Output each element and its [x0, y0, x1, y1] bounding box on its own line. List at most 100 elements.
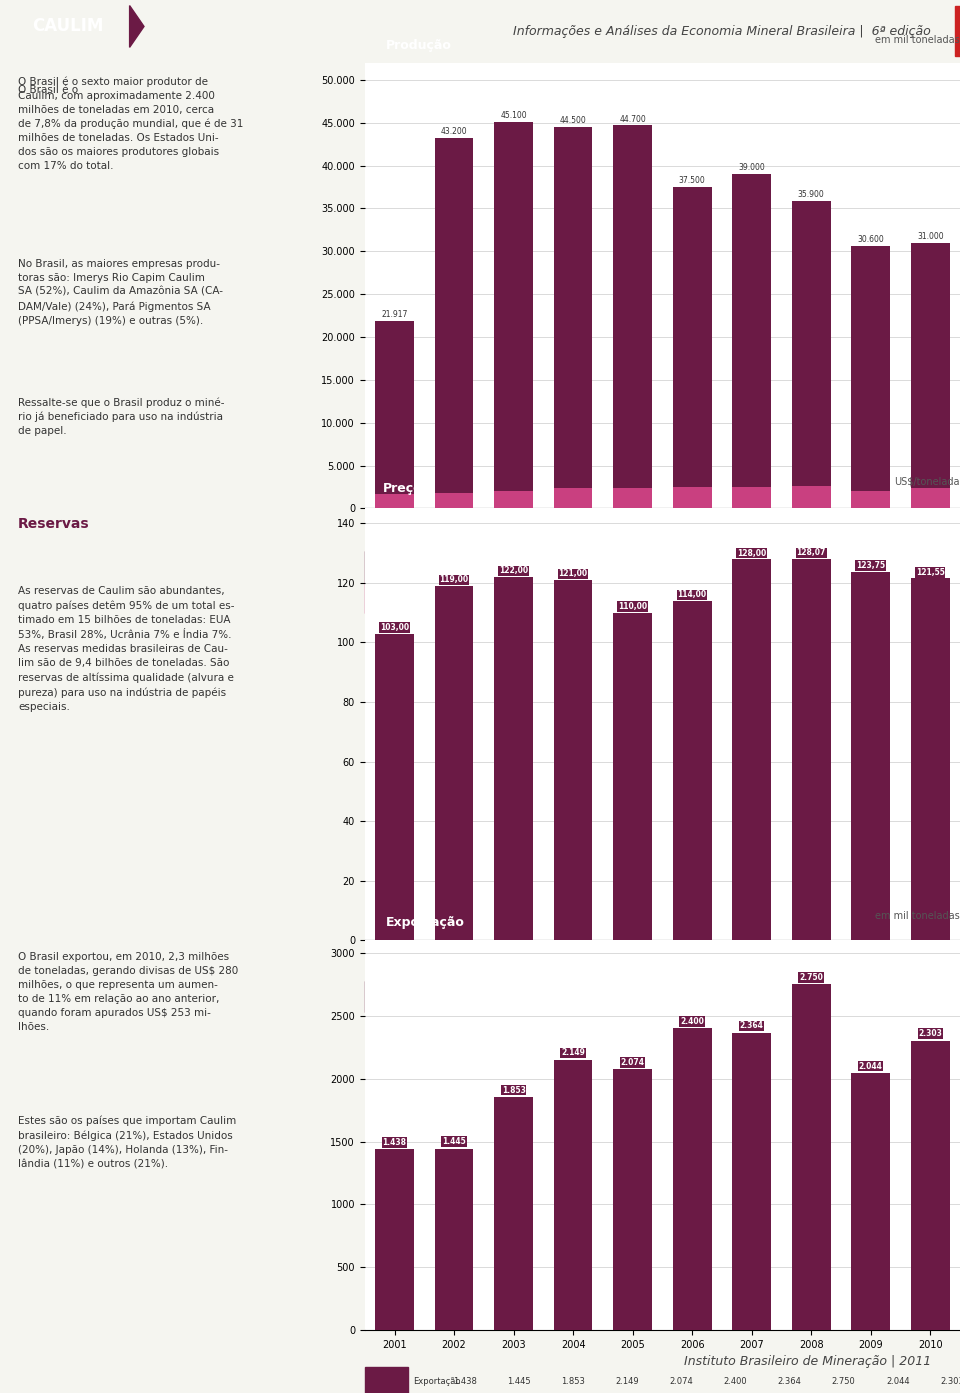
Text: 1.445: 1.445 — [443, 1137, 466, 1146]
Bar — [955, 7, 960, 56]
Text: 122,00: 122,00 — [559, 992, 588, 1002]
Bar — [852, 571, 890, 940]
Text: 2.410: 2.410 — [622, 495, 643, 501]
Bar — [911, 578, 949, 940]
Text: Estes são os países que importam Caulim
brasileiro: Bélgica (21%), Estados Unido: Estes são os países que importam Caulim … — [18, 1116, 236, 1169]
Text: 45.100: 45.100 — [500, 111, 527, 120]
Text: US$/tonelada: US$/tonelada — [895, 476, 960, 486]
Text: 128,00: 128,00 — [737, 549, 766, 557]
Text: 119,00: 119,00 — [505, 992, 534, 1002]
Text: 39.000: 39.000 — [775, 561, 804, 571]
Bar — [554, 127, 592, 508]
Bar — [792, 201, 830, 508]
Bar — [673, 488, 711, 508]
Bar — [613, 613, 652, 940]
Bar — [911, 1041, 949, 1330]
Text: 114,00: 114,00 — [721, 992, 750, 1002]
Text: 2.580: 2.580 — [801, 495, 822, 500]
Bar — [365, 582, 408, 613]
Text: 2.081: 2.081 — [503, 496, 524, 503]
Text: 2.030: 2.030 — [860, 497, 881, 503]
Text: 128,00: 128,00 — [775, 992, 804, 1002]
Text: 2.030: 2.030 — [886, 593, 910, 602]
Text: Fonte: Preço Médio FOB -Aliceweb: Fonte: Preço Médio FOB -Aliceweb — [806, 1021, 960, 1031]
Text: 1.438: 1.438 — [453, 1376, 477, 1386]
Text: 35.900: 35.900 — [798, 189, 825, 199]
Text: No Brasil, as maiores empresas produ-
toras são: Imerys Rio Capim Caulim
SA (52%: No Brasil, as maiores empresas produ- to… — [18, 259, 224, 326]
Text: 1.853: 1.853 — [562, 1376, 585, 1386]
Bar — [554, 1060, 592, 1330]
Text: 37.500: 37.500 — [679, 177, 706, 185]
Text: 2.455: 2.455 — [682, 495, 703, 501]
Bar — [673, 600, 711, 940]
Text: 1.782: 1.782 — [444, 497, 465, 504]
Text: 2.750: 2.750 — [800, 972, 823, 982]
Text: 1.782: 1.782 — [507, 593, 531, 602]
Text: 1.853: 1.853 — [502, 1085, 525, 1095]
Text: O Brasil é o: O Brasil é o — [18, 85, 82, 95]
Bar — [852, 247, 890, 508]
Bar — [365, 1368, 408, 1393]
Bar — [732, 559, 771, 940]
Text: 2.381: 2.381 — [563, 496, 584, 501]
Bar — [554, 579, 592, 940]
Text: 44.500: 44.500 — [560, 116, 587, 125]
Text: 119,00: 119,00 — [440, 575, 468, 585]
Text: Brasil: Brasil — [414, 593, 437, 602]
Text: Instituto Brasileiro de Mineração | 2011: Instituto Brasileiro de Mineração | 2011 — [684, 1355, 931, 1368]
Text: 37.500: 37.500 — [721, 561, 750, 571]
Text: 128,07: 128,07 — [829, 992, 858, 1002]
Bar — [375, 1149, 414, 1330]
Text: Ressalte-se que o Brasil produz o miné-
rio já beneficiado para uso na indústria: Ressalte-se que o Brasil produz o miné- … — [18, 397, 225, 436]
Bar — [673, 187, 711, 508]
Text: 1.445: 1.445 — [507, 1376, 531, 1386]
Text: 2.364: 2.364 — [740, 1021, 763, 1031]
Bar — [554, 488, 592, 508]
Bar — [852, 492, 890, 508]
Text: 21.917: 21.917 — [381, 309, 408, 319]
Text: Mundo: Mundo — [414, 561, 442, 571]
Bar — [494, 121, 533, 508]
Bar — [911, 242, 949, 508]
Text: 103,00: 103,00 — [380, 623, 409, 632]
Bar — [365, 981, 408, 1011]
Text: em mil toneladas: em mil toneladas — [876, 911, 960, 921]
Text: 43.200: 43.200 — [441, 127, 468, 137]
Bar — [375, 320, 414, 508]
Text: 2.400: 2.400 — [724, 1376, 747, 1386]
Text: 2.750: 2.750 — [831, 1376, 855, 1386]
Text: 44.700: 44.700 — [667, 561, 696, 571]
Bar — [911, 488, 949, 508]
Text: 2.400: 2.400 — [920, 495, 941, 501]
Text: 2.149: 2.149 — [615, 1376, 639, 1386]
Text: 2.400: 2.400 — [681, 1017, 704, 1025]
Bar — [732, 486, 771, 508]
Bar — [613, 1070, 652, 1330]
Text: Informações e Análises da Economia Mineral Brasileira |  6ª edição: Informações e Análises da Economia Miner… — [514, 25, 931, 38]
Text: 2.081: 2.081 — [562, 593, 585, 602]
Text: 44.700: 44.700 — [619, 114, 646, 124]
Text: 30.600: 30.600 — [883, 561, 912, 571]
Text: 1.670: 1.670 — [384, 499, 405, 504]
Text: 2.044: 2.044 — [859, 1061, 882, 1071]
Bar — [732, 174, 771, 508]
Text: 21.917: 21.917 — [450, 561, 479, 571]
Text: 2.364: 2.364 — [778, 1376, 802, 1386]
Text: 1.438: 1.438 — [382, 1138, 407, 1146]
Text: 2.074: 2.074 — [669, 1376, 693, 1386]
Text: 30.600: 30.600 — [857, 235, 884, 244]
Text: 103,00: 103,00 — [450, 992, 479, 1002]
Text: 2.381: 2.381 — [615, 593, 639, 602]
Bar — [792, 486, 830, 508]
Bar — [365, 550, 408, 582]
Text: 123,75: 123,75 — [883, 992, 912, 1002]
Text: 39.000: 39.000 — [738, 163, 765, 173]
Text: 43.200: 43.200 — [505, 561, 534, 571]
Bar — [435, 138, 473, 508]
Text: 35.900: 35.900 — [829, 561, 858, 571]
Bar — [852, 1073, 890, 1330]
Text: 31.000: 31.000 — [937, 561, 960, 571]
Bar — [435, 586, 473, 940]
Text: O Brasil exportou, em 2010, 2,3 milhões
de toneladas, gerando divisas de US$ 280: O Brasil exportou, em 2010, 2,3 milhões … — [18, 951, 238, 1032]
Bar — [673, 1028, 711, 1330]
